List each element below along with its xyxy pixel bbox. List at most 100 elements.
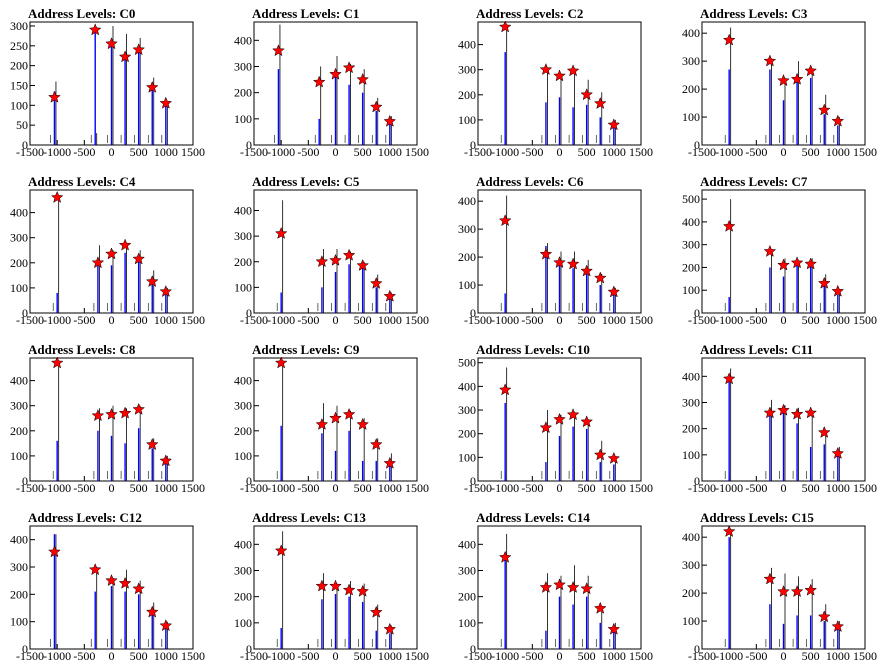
y-tick-label: 400 — [682, 215, 700, 229]
peak-marker — [272, 44, 285, 57]
y-tick-label: 200 — [458, 88, 476, 102]
peak-marker — [498, 20, 512, 33]
peak-marker — [274, 356, 288, 369]
y-tick-label: 200 — [10, 256, 28, 270]
x-tick-label: 0 — [557, 481, 563, 495]
x-tick-label: -500 — [297, 313, 319, 327]
y-tick-label: 100 — [10, 98, 28, 112]
x-tick-label: 0 — [781, 313, 787, 327]
peak-marker — [369, 605, 383, 618]
y-tick-label: 100 — [682, 283, 700, 297]
chart-panel-3: Address Levels: C3 0 100 200 300 400 -1500 -100… — [682, 6, 877, 159]
chart-panel-2: Address Levels: C2 0 100 200 300 400 -1500 -100… — [458, 6, 653, 159]
y-tick-label: 300 — [458, 63, 476, 77]
y-tick-label: 400 — [10, 206, 28, 220]
chart-title: Address Levels: C0 — [28, 6, 135, 21]
chart-title: Address Levels: C6 — [476, 174, 584, 189]
x-tick-label: 0 — [109, 313, 115, 327]
peak-marker — [831, 446, 845, 459]
x-tick-label: 0 — [781, 481, 787, 495]
y-tick-label: 150 — [10, 78, 28, 92]
y-tick-label: 100 — [458, 450, 476, 464]
y-tick-label: 400 — [234, 204, 252, 218]
peak-marker — [118, 238, 132, 251]
peak-marker — [145, 80, 159, 93]
x-tick-label: -1000 — [715, 481, 743, 495]
peak-marker — [105, 247, 118, 260]
peak-marker — [315, 417, 329, 430]
x-tick-label: 1000 — [826, 145, 850, 159]
x-tick-label: -1500 — [688, 649, 716, 663]
x-tick-label: -500 — [73, 313, 95, 327]
peak-marker — [329, 253, 342, 266]
y-tick-label: 400 — [10, 374, 28, 388]
peak-marker — [539, 580, 553, 593]
peak-marker — [607, 118, 621, 131]
chart-title: Address Levels: C5 — [252, 174, 360, 189]
chart-title: Address Levels: C12 — [28, 510, 142, 525]
peak-marker — [580, 264, 594, 277]
x-tick-label: -1500 — [240, 145, 268, 159]
peak-marker — [105, 37, 118, 50]
y-tick-label: 100 — [458, 113, 476, 127]
x-tick-label: -1000 — [715, 649, 743, 663]
peak-marker — [593, 96, 607, 109]
x-tick-label: -1500 — [240, 481, 268, 495]
y-tick-label: 0 — [470, 306, 476, 320]
y-tick-label: 0 — [22, 138, 28, 152]
x-tick-label: 500 — [354, 145, 372, 159]
peak-marker — [105, 407, 118, 420]
peak-marker — [369, 276, 383, 289]
peak-marker — [159, 285, 173, 298]
x-tick-label: -500 — [521, 313, 543, 327]
peak-marker — [145, 274, 159, 288]
x-tick-label: -1000 — [43, 313, 71, 327]
x-tick-label: 500 — [354, 481, 372, 495]
y-tick-label: 400 — [234, 537, 252, 551]
x-tick-label: 0 — [109, 649, 115, 663]
y-tick-label: 300 — [234, 229, 252, 243]
x-tick-label: 1000 — [602, 313, 626, 327]
peak-marker — [804, 406, 818, 419]
peak-marker — [607, 451, 621, 464]
x-tick-label: 500 — [802, 481, 820, 495]
peak-marker — [790, 72, 804, 85]
chart-title: Address Levels: C11 — [700, 342, 813, 357]
x-tick-label: 1500 — [629, 481, 653, 495]
x-tick-label: -1000 — [267, 649, 295, 663]
chart-panel-5: Address Levels: C5 0 100 200 300 400 -1500 -100… — [234, 174, 429, 327]
x-tick-label: -500 — [745, 313, 767, 327]
chart-title: Address Levels: C8 — [28, 342, 136, 357]
peak-marker — [580, 582, 594, 595]
peak-marker — [790, 256, 804, 269]
peak-marker — [553, 412, 566, 425]
x-tick-label: -1000 — [491, 145, 519, 159]
y-tick-label: 0 — [694, 306, 700, 320]
peak-marker — [356, 584, 370, 597]
peak-marker — [566, 257, 580, 270]
x-tick-label: -1500 — [16, 145, 44, 159]
x-tick-label: 0 — [557, 313, 563, 327]
peak-marker — [817, 103, 831, 116]
y-tick-label: 400 — [458, 379, 476, 393]
x-tick-label: 1000 — [154, 145, 178, 159]
peak-marker — [498, 383, 512, 396]
peak-marker — [763, 244, 777, 257]
peak-marker — [91, 256, 105, 269]
y-tick-label: 0 — [470, 642, 476, 656]
x-tick-label: -500 — [521, 481, 543, 495]
chart-panel-10: Address Levels: C10 0 100 200 300 400 500 -1500… — [458, 342, 653, 495]
peak-marker — [593, 448, 607, 461]
x-tick-label: 500 — [802, 145, 820, 159]
x-tick-label: -1500 — [16, 313, 44, 327]
x-tick-label: -500 — [73, 481, 95, 495]
x-tick-label: -1500 — [464, 313, 492, 327]
x-tick-label: 500 — [578, 313, 596, 327]
x-tick-label: 1000 — [602, 649, 626, 663]
x-tick-label: -1000 — [491, 481, 519, 495]
x-tick-label: 1000 — [154, 481, 178, 495]
x-tick-label: 0 — [557, 145, 563, 159]
y-tick-label: 400 — [234, 33, 252, 47]
y-tick-label: 400 — [682, 26, 700, 40]
y-tick-label: 200 — [10, 59, 28, 73]
